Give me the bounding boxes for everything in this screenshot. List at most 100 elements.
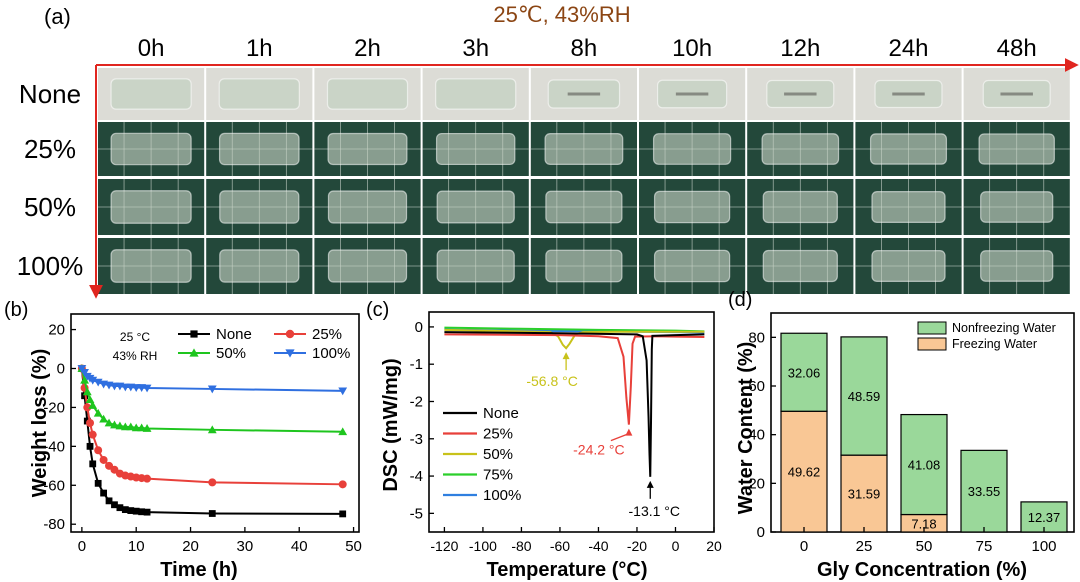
data-point [110,420,119,429]
data-point [126,422,136,431]
legend-label: None [216,326,252,343]
y-tick-label: -2 [410,393,423,410]
y-tick-label: 0 [415,319,423,336]
time-column-header: 10h [672,35,712,62]
hydrogel-sample [436,190,515,224]
x-tick-label: -40 [588,538,608,554]
y-tick-label: -20 [43,399,65,416]
legend-item: 50% [443,446,513,463]
y-tick-label: 0 [57,361,65,378]
peak-label: -13.1 °C [629,503,681,519]
series-line [80,368,343,433]
peak-annotation: -13.1 °C [629,480,681,519]
bar-value-nonfreezing: 12.37 [1028,510,1061,525]
legend-item: 25% [274,326,342,343]
bar-nonfreezing-water [900,413,948,516]
time-column-headers: 0h 1h 2h 3h 8h 10h 12h 24h 48h [138,35,1037,62]
sample-row-label: 50% [24,192,76,222]
peak-annotation: -56.8 °C [526,352,578,389]
time-column-header: 8h [571,35,598,62]
legend-item: 100% [443,487,521,504]
peak-arrow-head [625,428,633,436]
legend-label: 25% [312,326,342,343]
hydrogel-sample [218,78,300,110]
bar-stack: 33.55 75 [960,449,1008,555]
legend: None 25% 50% 100% [178,326,350,362]
data-point [105,497,113,505]
series-none [78,365,347,518]
data-point [93,408,103,417]
bar-stack: 12.37 100 [1020,501,1068,555]
hydrogel-sample [326,78,409,110]
hydrogel-sample [980,250,1054,282]
data-point [81,392,88,400]
legend-label: Freezing Water [952,337,1037,351]
hydrogel-sample [653,249,731,283]
data-point [338,387,348,396]
y-tick-label: 0 [757,524,765,541]
panel-d-ylabel: Water Content (%) [735,342,757,515]
series-50pct [77,364,348,436]
y-tick-label: 80 [748,329,765,346]
hydrogel-sample [978,133,1055,165]
y-tick-label: 20 [748,475,765,492]
panel-a-label: (a) [44,4,71,29]
panel-b-xlabel: Time (h) [160,559,237,581]
data-point [142,384,152,393]
hydrogel-sample [869,133,948,165]
legend-item: 100% [274,345,350,362]
legend-item: 75% [443,467,513,484]
x-tick-label: -120 [430,538,458,554]
hydrogel-sample [545,190,623,224]
x-tick-label: 75 [976,538,993,555]
data-point [207,425,217,434]
legend-item: Freezing Water [917,337,1037,351]
y-tick-label: -5 [410,505,423,522]
hydrogel-sample [871,250,946,282]
x-tick-label: 50 [916,538,933,555]
data-point [115,421,125,430]
bar-value-nonfreezing: 48.59 [848,389,881,404]
legend-label: 25% [483,426,513,443]
hydrogel-sample [980,191,1054,223]
legend-swatch [917,337,947,351]
data-point [285,349,295,358]
data-point [99,414,109,423]
x-tick-label: 30 [237,538,254,555]
data-point [94,446,103,455]
data-point [127,507,135,514]
x-tick-label: -20 [627,538,647,554]
legend-item: Nonfreezing Water [917,321,1056,335]
data-point [137,423,147,432]
data-point [142,424,152,432]
hydrogel-sample [110,78,192,110]
x-tick-label: 0 [800,538,808,555]
data-point [338,427,348,436]
legend-label: 50% [483,446,513,463]
x-tick-label: 40 [291,538,308,555]
hydrogel-sample [762,190,838,224]
data-point [86,419,95,427]
data-point [121,506,129,514]
x-tick-label: -60 [550,538,570,554]
x-tick-label: 100 [1031,538,1056,555]
sample-row-label: 25% [24,134,76,164]
data-point [85,395,95,404]
sample-row-label: None [19,79,81,109]
data-point [285,329,295,339]
hydrogel-sample [110,190,192,224]
y-tick-label: -40 [43,438,65,455]
data-point [104,418,114,427]
y-tick-label: 40 [748,427,765,444]
bar-stack: 41.08 7.18 50 [900,413,948,555]
peak-label: -24.2 °C [573,442,625,458]
bar-value-nonfreezing: 41.08 [908,458,941,473]
panel-d-label: (d) [728,289,752,311]
y-tick-label: -60 [43,477,65,494]
legend-label: 75% [483,467,513,484]
peak-arrow-head [646,480,654,488]
bar-value-freezing: 7.18 [911,516,936,531]
legend-label: 50% [216,345,246,362]
data-point [111,501,118,509]
